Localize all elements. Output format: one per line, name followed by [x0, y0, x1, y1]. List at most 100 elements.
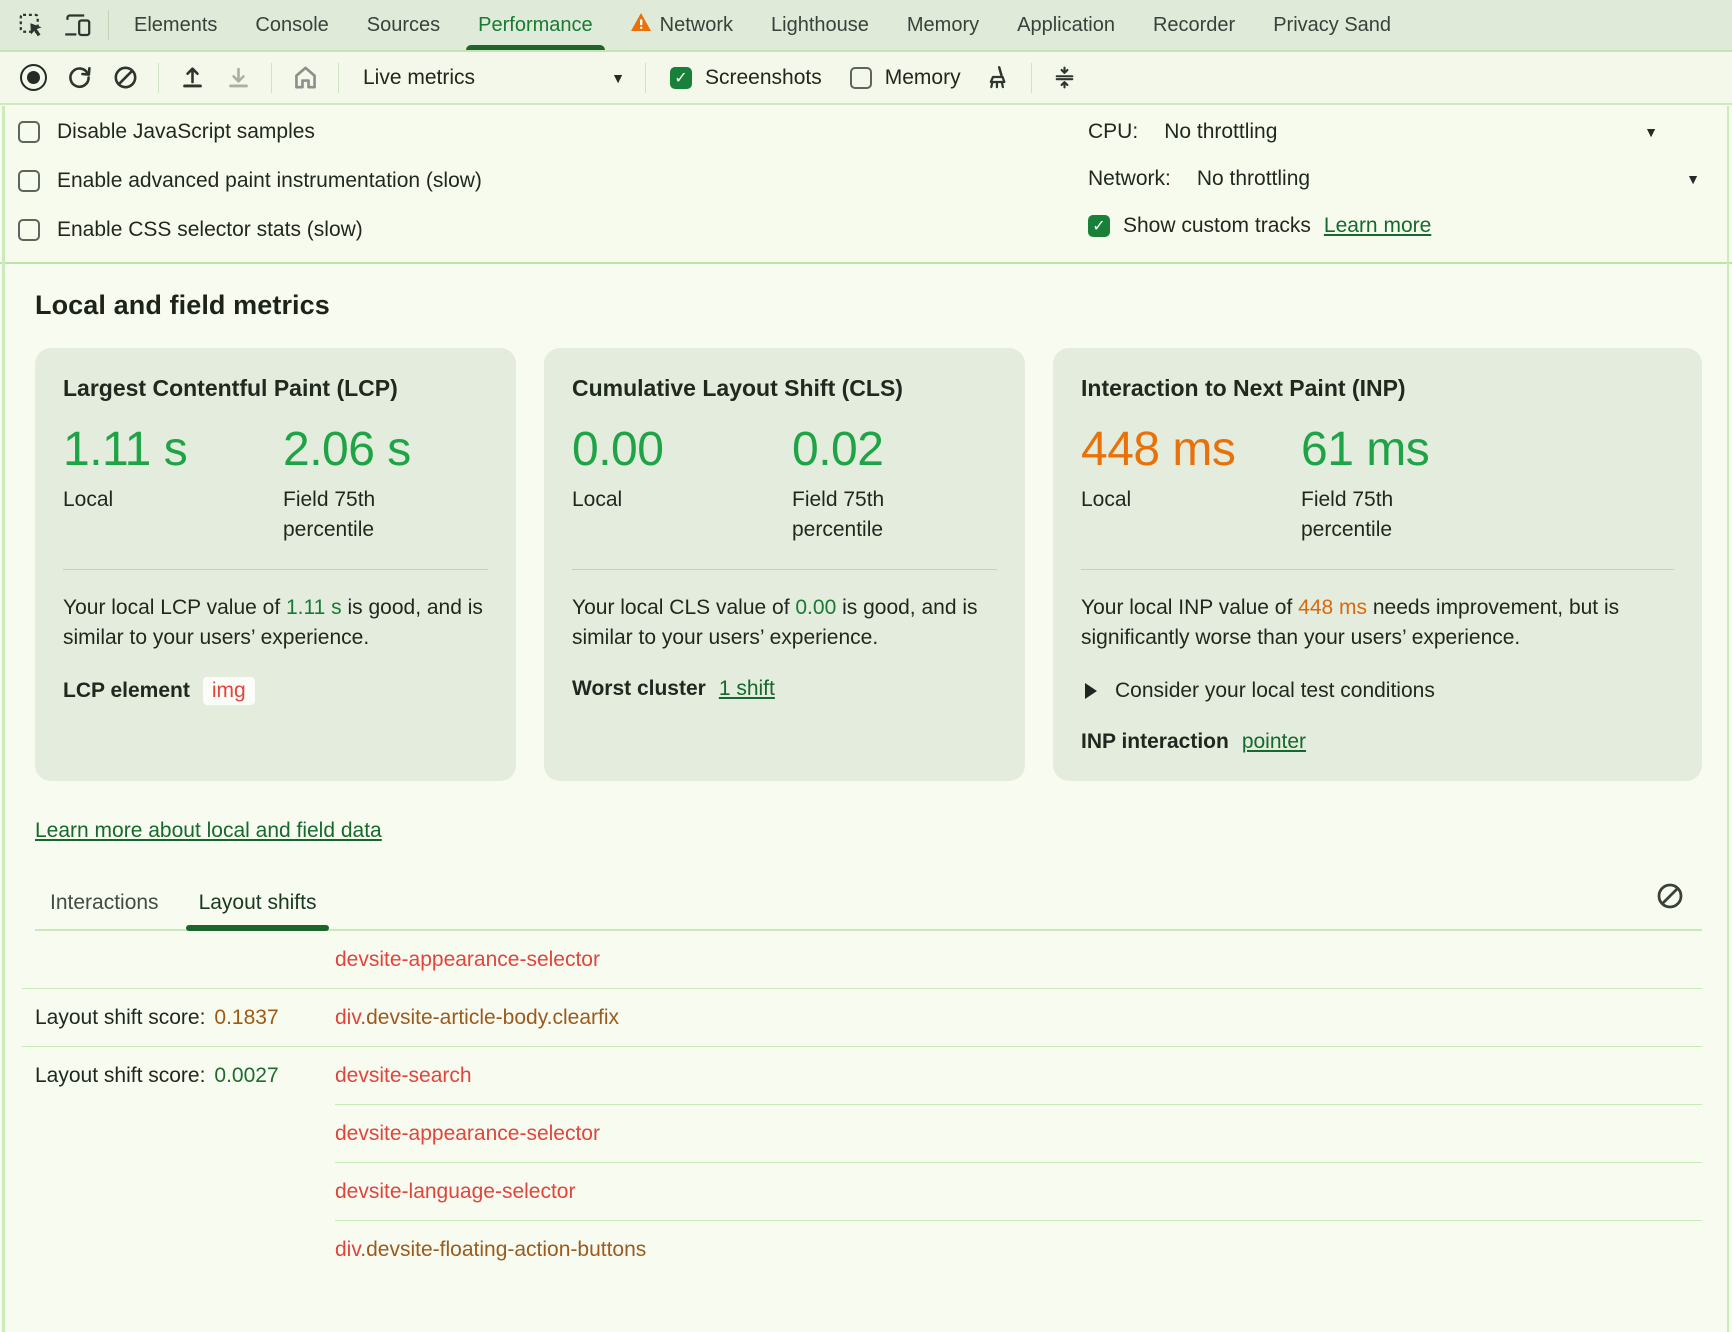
shift-element-link[interactable]: devsite-search — [335, 1063, 472, 1087]
record-button[interactable] — [14, 59, 52, 97]
css-selector-stats-row[interactable]: Enable CSS selector stats (slow) — [18, 218, 1088, 242]
card-divider — [1081, 569, 1674, 570]
disable-js-samples-checkbox[interactable] — [18, 121, 40, 143]
tabbar-divider — [108, 10, 109, 40]
tab-performance[interactable]: Performance — [459, 0, 612, 50]
cls-card: Cumulative Layout Shift (CLS) 0.00 Local… — [544, 348, 1025, 781]
inp-card-title: Interaction to Next Paint (INP) — [1081, 375, 1406, 401]
shift-element-link[interactable]: div — [335, 1237, 361, 1261]
lcp-local-value: 1.11 s — [63, 423, 188, 476]
layout-shift-row[interactable]: Layout shift score: 0.1837 div.devsite-a… — [35, 1005, 620, 1029]
row-divider — [22, 988, 1702, 989]
shift-element-link[interactable]: div — [335, 1005, 361, 1029]
inp-interaction-link[interactable]: pointer — [1241, 730, 1307, 753]
chevron-down-icon[interactable]: ▼ — [1644, 124, 1658, 140]
cls-field-value: 0.02 — [792, 423, 884, 476]
collapse-panel-icon[interactable] — [1046, 59, 1084, 97]
cls-card-title: Cumulative Layout Shift (CLS) — [572, 375, 903, 401]
layout-shift-row[interactable]: devsite-language-selector — [35, 1163, 1702, 1220]
load-profile-button[interactable] — [173, 59, 211, 97]
warning-icon — [630, 13, 651, 37]
shift-score: 0.1837 — [214, 1005, 279, 1029]
home-button[interactable] — [286, 59, 324, 97]
card-divider — [63, 569, 488, 570]
inspect-element-icon[interactable] — [18, 12, 45, 39]
triangle-right-icon — [1085, 683, 1097, 699]
layout-shift-row[interactable]: devsite-appearance-selector — [35, 1105, 1702, 1162]
tab-memory[interactable]: Memory — [906, 13, 980, 36]
inp-field-label: Field 75th percentile — [1301, 488, 1394, 541]
toolbar-divider — [338, 62, 339, 93]
clear-button[interactable] — [106, 59, 144, 97]
screenshots-checkbox-row[interactable]: ✓ Screenshots — [670, 66, 822, 90]
chevron-down-icon[interactable]: ▼ — [1686, 171, 1700, 187]
panel-tabs: Elements Console Sources Performance Net… — [115, 0, 1410, 50]
cpu-throttling-select[interactable]: No throttling — [1164, 120, 1278, 143]
disable-js-samples-row[interactable]: Disable JavaScript samples — [18, 120, 1088, 144]
card-divider — [572, 569, 997, 570]
garbage-collect-icon[interactable] — [979, 59, 1017, 97]
local-test-conditions-expander[interactable]: Consider your local test conditions — [1085, 679, 1674, 703]
record-and-reload-button[interactable] — [60, 59, 98, 97]
lcp-element-chip[interactable]: img — [202, 677, 255, 705]
layout-shift-row[interactable]: devsite-appearance-selector — [35, 931, 1702, 988]
toolbar-divider — [645, 62, 646, 93]
capture-settings: Disable JavaScript samples Enable advanc… — [0, 105, 1732, 264]
cpu-throttling-row: CPU: No throttling ▼ — [1088, 120, 1702, 144]
tab-recorder[interactable]: Recorder — [1152, 13, 1236, 36]
lcp-card: Largest Contentful Paint (LCP) 1.11 s Lo… — [35, 348, 516, 781]
memory-checkbox[interactable] — [849, 66, 872, 89]
tab-network[interactable]: Network — [612, 0, 752, 50]
advanced-paint-checkbox[interactable] — [18, 170, 40, 192]
clear-log-button[interactable] — [1653, 879, 1687, 913]
network-throttling-select[interactable]: No throttling — [1196, 167, 1311, 190]
custom-tracks-label: Show custom tracks — [1123, 214, 1311, 237]
save-profile-button[interactable] — [219, 59, 257, 97]
metric-cards: Largest Contentful Paint (LCP) 1.11 s Lo… — [35, 348, 1702, 781]
learn-more-field-data-link[interactable]: Learn more about local and field data — [35, 819, 382, 842]
row-divider — [335, 1104, 1702, 1105]
css-selector-stats-checkbox[interactable] — [18, 219, 40, 241]
memory-checkbox-row[interactable]: Memory — [849, 66, 961, 90]
screenshots-checkbox[interactable]: ✓ — [670, 66, 692, 89]
network-throttling-row: Network: No throttling ▼ — [1088, 167, 1702, 191]
tab-application[interactable]: Application — [1017, 13, 1115, 36]
worst-cluster-label: Worst cluster — [572, 677, 706, 700]
row-divider — [22, 1046, 1702, 1047]
layout-shift-row[interactable]: Layout shift score: 0.0027 devsite-searc… — [35, 1063, 472, 1087]
page-title: Local and field metrics — [35, 290, 330, 320]
shift-element-link[interactable]: devsite-language-selector — [335, 1179, 576, 1203]
toolbar-divider — [158, 62, 159, 93]
tab-lighthouse[interactable]: Lighthouse — [771, 13, 869, 36]
shift-element-link[interactable]: devsite-appearance-selector — [335, 947, 600, 971]
inp-local-value: 448 ms — [1081, 423, 1236, 476]
inp-field-value: 61 ms — [1301, 423, 1430, 476]
worst-cluster-link[interactable]: 1 shift — [718, 677, 775, 700]
devtools-tabbar: Elements Console Sources Performance Net… — [0, 0, 1732, 52]
layout-shift-row[interactable]: div.devsite-floating-action-buttons — [335, 1237, 647, 1261]
lcp-field-value: 2.06 s — [283, 423, 411, 476]
cls-description: Your local CLS value of 0.00 is good, an… — [572, 596, 978, 649]
cls-field-label: Field 75th percentile — [792, 488, 885, 541]
tab-privacy-sandbox[interactable]: Privacy Sand — [1273, 13, 1392, 36]
history-dropdown[interactable]: Live metrics ▼ — [363, 65, 625, 89]
custom-tracks-checkbox[interactable]: ✓ — [1088, 215, 1110, 237]
tab-console[interactable]: Console — [255, 13, 329, 36]
tab-layout-shifts[interactable]: Layout shifts — [185, 891, 330, 931]
advanced-paint-row[interactable]: Enable advanced paint instrumentation (s… — [18, 169, 1088, 193]
cpu-label: CPU: — [1088, 120, 1139, 143]
lcp-element-label: LCP element — [63, 679, 190, 702]
chevron-down-icon: ▼ — [611, 69, 625, 86]
tab-sources[interactable]: Sources — [366, 13, 441, 36]
tab-elements[interactable]: Elements — [134, 13, 218, 36]
custom-tracks-learn-more-link[interactable]: Learn more — [1323, 214, 1432, 237]
screenshots-label: Screenshots — [705, 65, 822, 89]
shift-element-link[interactable]: devsite-appearance-selector — [335, 1121, 600, 1145]
row-divider — [335, 1162, 1702, 1163]
inp-description: Your local INP value of 448 ms needs imp… — [1081, 596, 1620, 649]
toolbar-divider — [271, 62, 272, 93]
tab-interactions[interactable]: Interactions — [50, 891, 159, 914]
lcp-local-label: Local — [63, 488, 114, 511]
device-toolbar-icon[interactable] — [63, 12, 92, 39]
shift-score: 0.0027 — [214, 1063, 279, 1087]
